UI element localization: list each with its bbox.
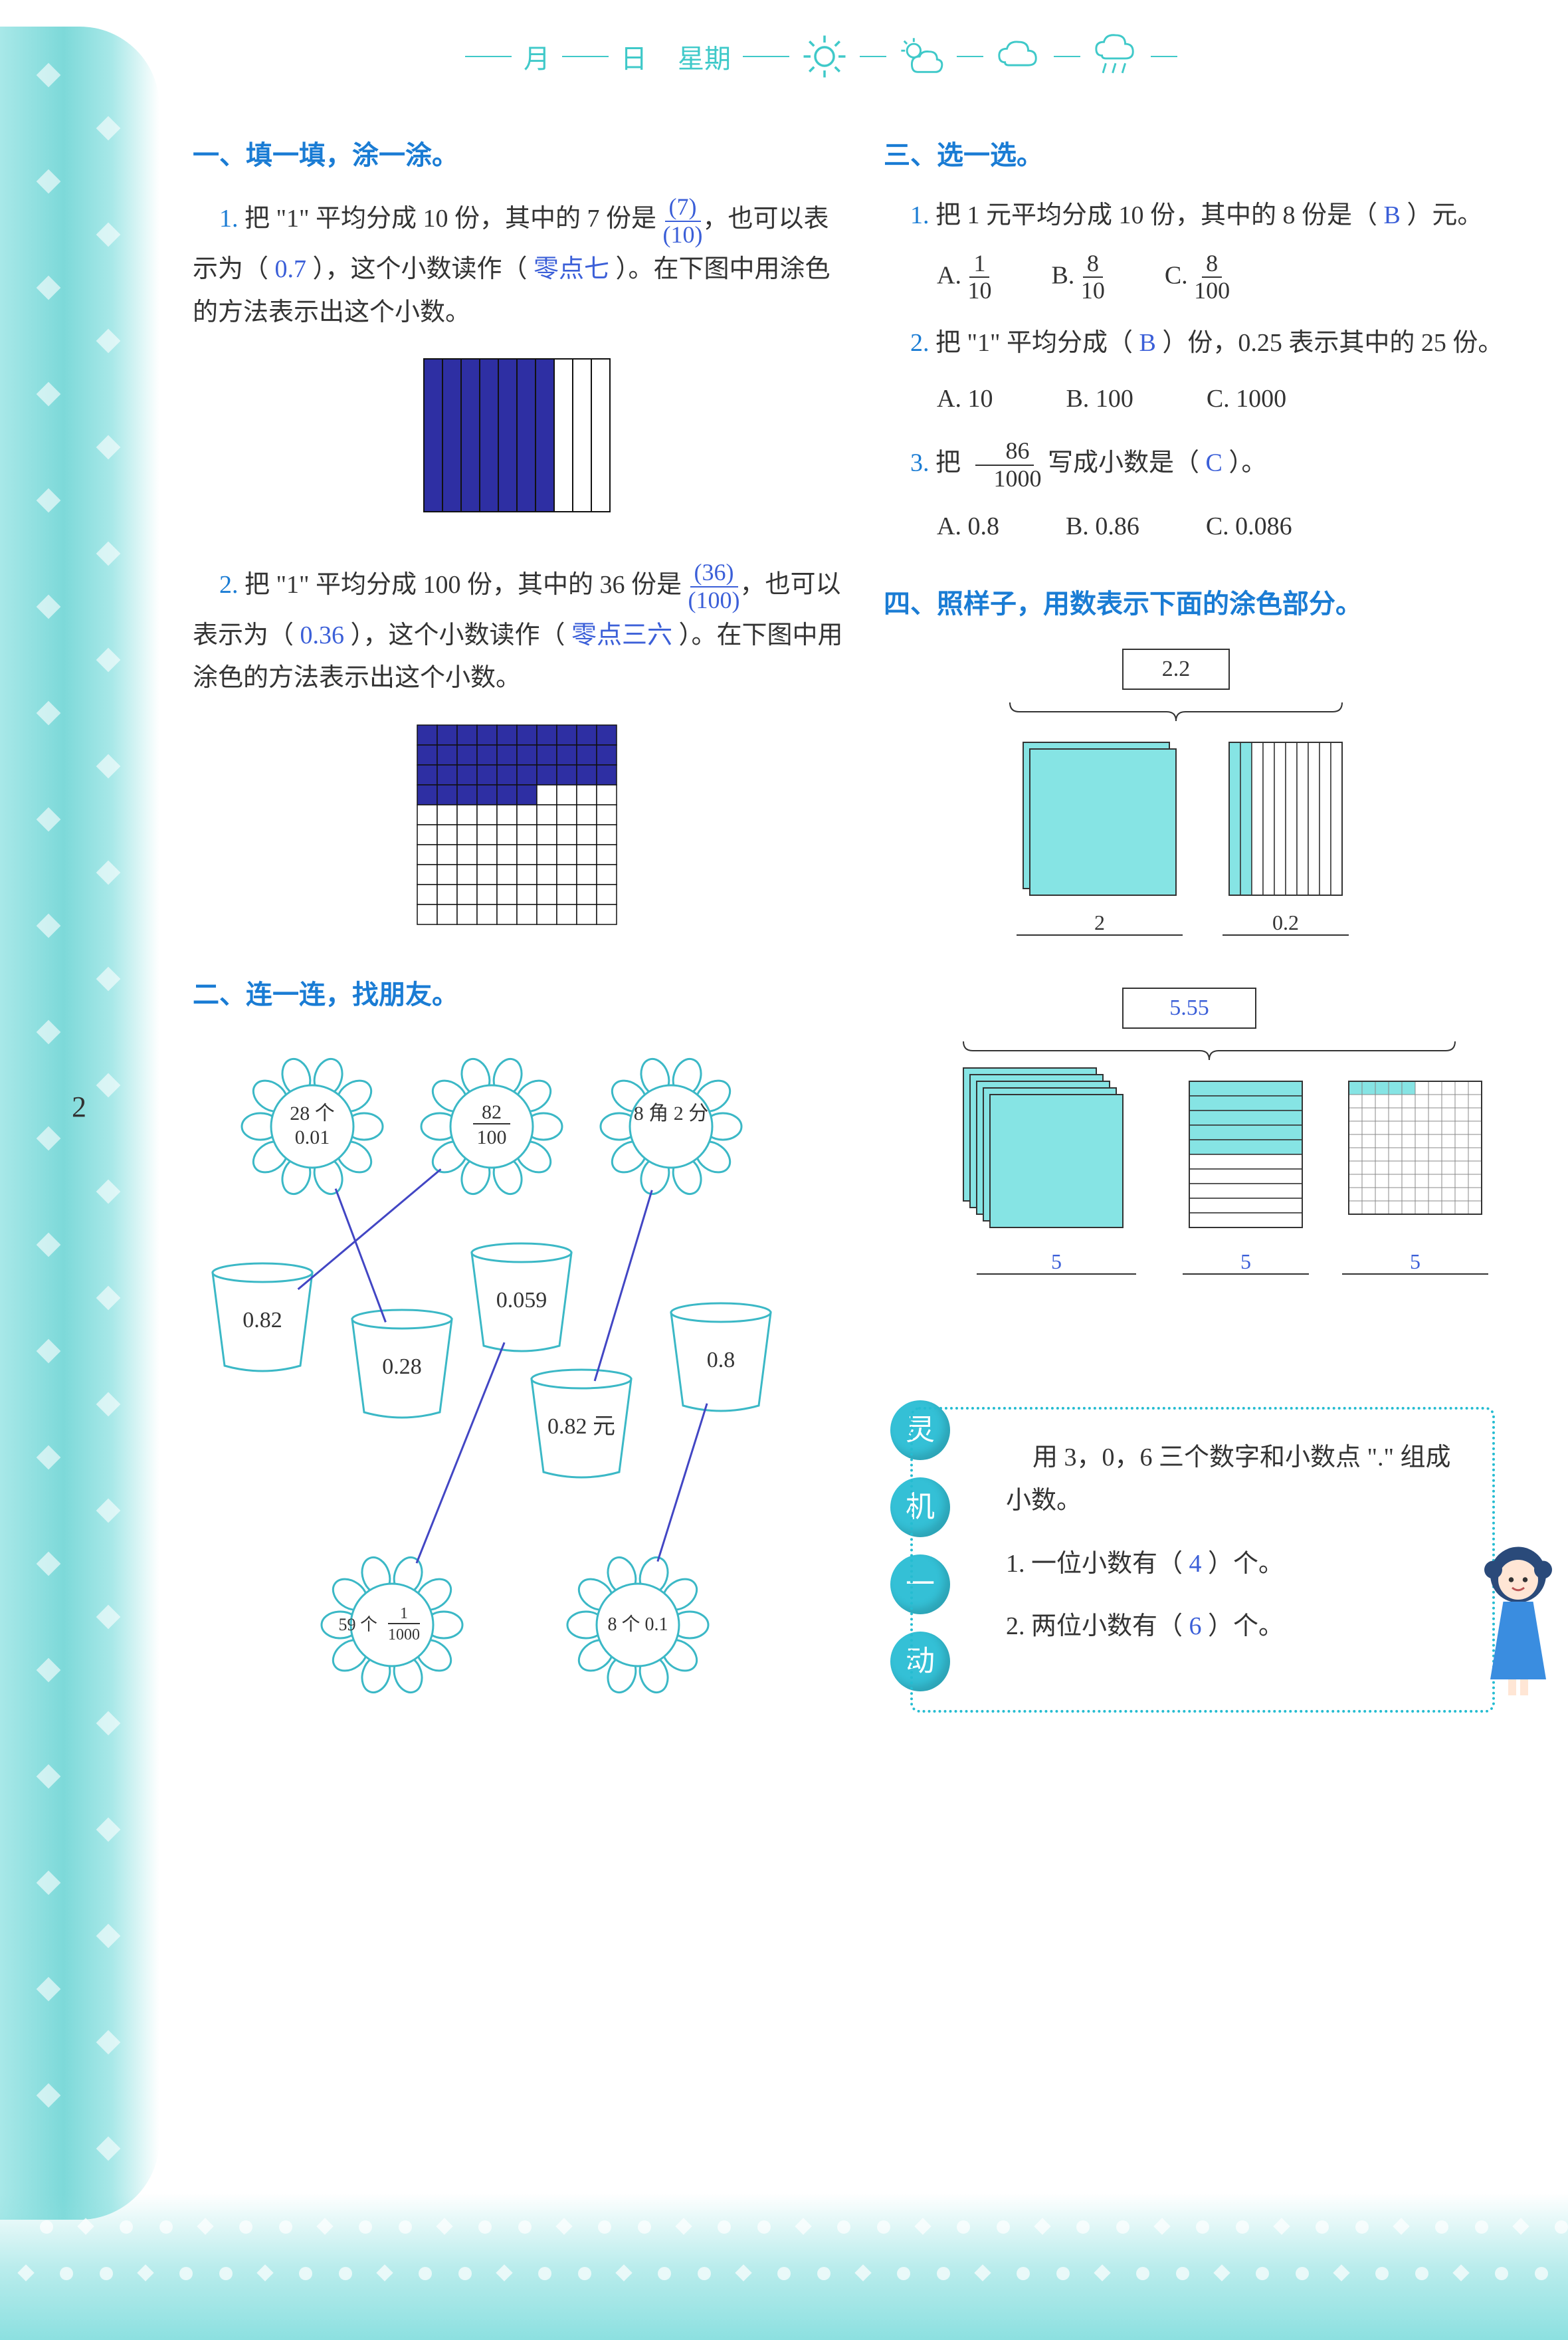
bonus-q2: 2. 两位小数有（ 6 ）个。 bbox=[1006, 1605, 1459, 1648]
s3-q3-opts: A. 0.8 B. 0.86 C. 0.086 bbox=[884, 505, 1535, 548]
girl-character-icon bbox=[1468, 1540, 1568, 1699]
svg-text:0.01: 0.01 bbox=[295, 1126, 330, 1148]
svg-text:0.059: 0.059 bbox=[496, 1288, 547, 1313]
bonus-area: 灵 机 一 动 用 3，0，6 三个数字和小数点 "." 组成小数。 1. 一位… bbox=[884, 1407, 1535, 1753]
svg-text:5.55: 5.55 bbox=[1169, 996, 1209, 1020]
sun-icon bbox=[801, 33, 848, 80]
svg-text:8 角 2 分: 8 角 2 分 bbox=[634, 1103, 709, 1124]
month-label: 月 bbox=[524, 37, 550, 76]
matching-diagram: 28 个0.01 82 100 8 角 2 分 0.82 0.28 0.059 0.82 元 0… bbox=[193, 1033, 824, 1731]
bonus-box: 用 3，0，6 三个数字和小数点 "." 组成小数。 1. 一位小数有（ 4 ）… bbox=[910, 1407, 1495, 1713]
date-header: 月 日 星期 bbox=[465, 33, 1462, 80]
s1-q2-fraction: (36) (100) bbox=[688, 560, 740, 613]
section4-title: 四、照样子，用数表示下面的涂色部分。 bbox=[884, 582, 1535, 627]
bonus-q1: 1. 一位小数有（ 4 ）个。 bbox=[1006, 1542, 1459, 1586]
s1-q1-mid2: ），这个小数读作（ bbox=[313, 255, 528, 283]
svg-text:28 个: 28 个 bbox=[290, 1103, 335, 1124]
svg-text:0.82 元: 0.82 元 bbox=[547, 1414, 615, 1439]
section4-figure: 2.2 2 0.2 5.55 5 5 5 bbox=[884, 643, 1521, 1374]
s1-q1-ans-dec: 0.7 bbox=[275, 255, 307, 283]
svg-text:1: 1 bbox=[400, 1605, 408, 1622]
bottom-decor-border bbox=[0, 2194, 1568, 2340]
s3-q2: 2. 把 "1" 平均分成（ B ）份，0.25 表示其中的 25 份。 bbox=[884, 322, 1535, 365]
svg-text:5: 5 bbox=[1240, 1249, 1251, 1273]
opt-c: C. 8100 bbox=[1165, 251, 1230, 304]
hundredths-grid bbox=[412, 720, 625, 932]
opt-b: B. 810 bbox=[1051, 251, 1104, 304]
matching-svg: 28 个0.01 82 100 8 角 2 分 0.82 0.28 0.059 0.82 元 0… bbox=[193, 1033, 824, 1731]
section2-title: 二、连一连，找朋友。 bbox=[193, 972, 844, 1017]
weekday-label: 星期 bbox=[678, 37, 731, 76]
svg-text:0.82: 0.82 bbox=[243, 1308, 282, 1332]
opt-b: B. 100 bbox=[1066, 377, 1133, 421]
s1-q2-mid2: ），这个小数读作（ bbox=[351, 621, 565, 649]
svg-text:0.8: 0.8 bbox=[707, 1348, 735, 1372]
svg-text:1000: 1000 bbox=[388, 1626, 420, 1644]
tenths-grid bbox=[419, 354, 618, 520]
svg-text:59 个: 59 个 bbox=[338, 1615, 377, 1634]
s1-q2-pre: 把 "1" 平均分成 100 份，其中的 36 份是 bbox=[245, 571, 682, 599]
s1-q2: 2. 把 "1" 平均分成 100 份，其中的 36 份是 (36) (100)… bbox=[193, 560, 844, 699]
svg-text:0.2: 0.2 bbox=[1272, 910, 1299, 934]
rain-icon bbox=[1092, 33, 1139, 80]
svg-text:100: 100 bbox=[477, 1126, 507, 1148]
svg-text:82: 82 bbox=[482, 1101, 502, 1123]
s3-q3: 3. 把 861000 写成小数是（ C ）。 bbox=[884, 438, 1535, 492]
s1-q1: 1. 把 "1" 平均分成 10 份，其中的 7 份是 (7) (10) ，也可… bbox=[193, 194, 844, 334]
worksheet-page: // placeholder: dots will be appended af… bbox=[0, 0, 1568, 2340]
bonus-intro: 用 3，0，6 三个数字和小数点 "." 组成小数。 bbox=[1006, 1436, 1459, 1522]
left-column: 一、填一填，涂一涂。 1. 把 "1" 平均分成 10 份，其中的 7 份是 (… bbox=[193, 133, 844, 1753]
sun-cloud-icon bbox=[898, 33, 945, 80]
svg-text:2: 2 bbox=[1094, 910, 1105, 934]
section1-title: 一、填一填，涂一涂。 bbox=[193, 133, 844, 178]
opt-b: B. 0.86 bbox=[1066, 505, 1139, 548]
right-column: 三、选一选。 1. 把 1 元平均分成 10 份，其中的 8 份是（ B ）元。… bbox=[884, 133, 1535, 1753]
svg-text:0.28: 0.28 bbox=[382, 1354, 422, 1379]
svg-text:5: 5 bbox=[1051, 1249, 1062, 1273]
s1-q2-ans-dec: 0.36 bbox=[300, 621, 345, 649]
cloud-icon bbox=[995, 33, 1042, 80]
s3-q1-opts: A. 110 B. 810 C. 8100 bbox=[884, 251, 1535, 304]
opt-a: A. 10 bbox=[937, 377, 993, 421]
s1-q2-ans-read: 零点三六 bbox=[571, 621, 672, 649]
day-label: 日 bbox=[621, 37, 647, 76]
s1-q2-num: 2. bbox=[219, 571, 239, 599]
s3-q2-opts: A. 10 B. 100 C. 1000 bbox=[884, 377, 1535, 421]
s1-q1-pre: 把 "1" 平均分成 10 份，其中的 7 份是 bbox=[245, 205, 656, 233]
s1-q1-ans-read: 零点七 bbox=[534, 255, 609, 283]
svg-text:8 个 0.1: 8 个 0.1 bbox=[607, 1614, 668, 1635]
section3-title: 三、选一选。 bbox=[884, 133, 1535, 178]
svg-text:2.2: 2.2 bbox=[1162, 657, 1191, 681]
opt-c: C. 0.086 bbox=[1206, 505, 1292, 548]
opt-a: A. 0.8 bbox=[937, 505, 999, 548]
s1-q1-num: 1. bbox=[219, 205, 239, 233]
opt-a: A. 110 bbox=[937, 251, 991, 304]
s3-q1: 1. 把 1 元平均分成 10 份，其中的 8 份是（ B ）元。 bbox=[884, 194, 1535, 237]
page-number: 2 bbox=[72, 1090, 86, 1124]
s1-q1-fraction: (7) (10) bbox=[663, 194, 703, 248]
svg-text:5: 5 bbox=[1410, 1249, 1421, 1273]
opt-c: C. 1000 bbox=[1207, 377, 1286, 421]
content-area: 一、填一填，涂一涂。 1. 把 "1" 平均分成 10 份，其中的 7 份是 (… bbox=[193, 133, 1535, 1753]
